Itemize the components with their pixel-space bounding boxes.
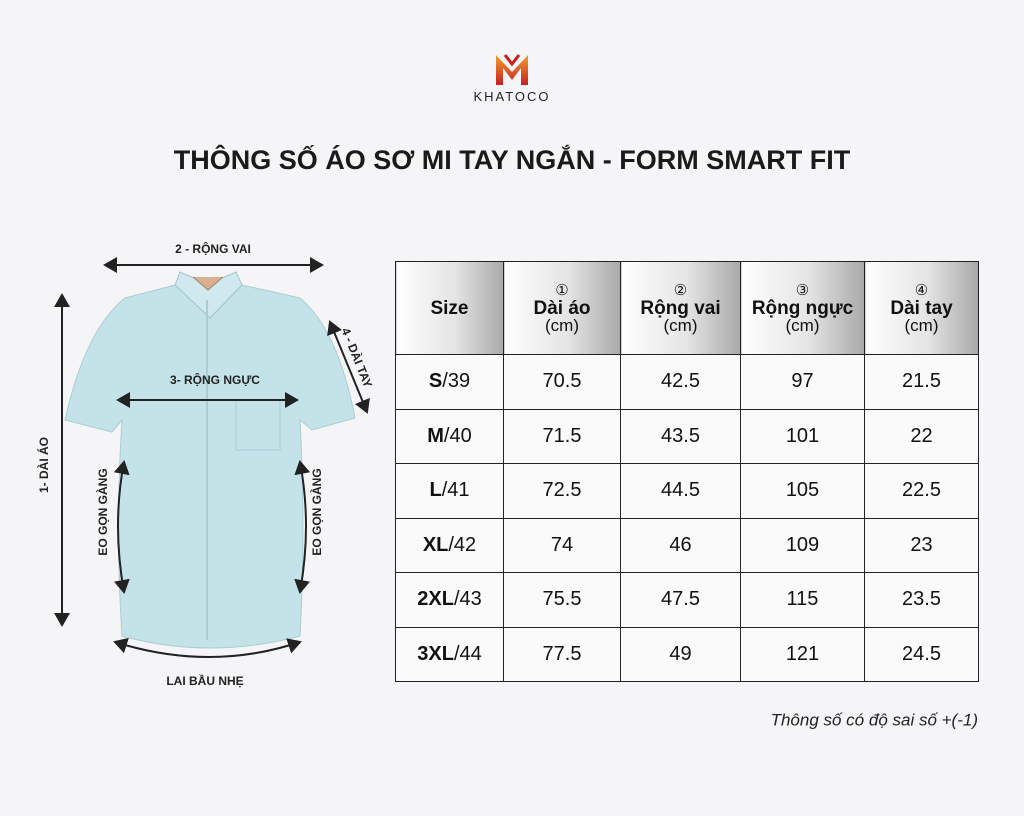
- header-cell: ④ Dài tay (cm): [864, 261, 979, 355]
- size-number: /40: [443, 424, 472, 447]
- header-unit: (cm): [545, 316, 579, 335]
- header-number: ③: [795, 282, 810, 299]
- header-row: Size ① Dài áo (cm) ② Rộng vai (cm) ③ Rộng ngực (c…: [395, 261, 979, 355]
- value-cell: 97: [740, 354, 865, 410]
- size-code: S: [428, 370, 443, 393]
- value-cell: 74: [503, 517, 621, 573]
- header-cell: ② Rộng vai (cm): [620, 261, 741, 355]
- value-cell: 115: [740, 572, 865, 628]
- value-cell: 75.5: [503, 572, 621, 628]
- header-number: ②: [673, 282, 688, 299]
- table-row: M/40 71.5 43.5 101 22: [395, 408, 979, 464]
- size-code: 3XL: [417, 642, 454, 665]
- waist-left-label: EO GỌN GÀNG: [95, 468, 110, 555]
- header-label: Size: [430, 297, 469, 319]
- size-cell: 3XL/44: [395, 626, 504, 682]
- hem-label: LAI BẦU NHẸ: [166, 673, 243, 688]
- size-table: Size ① Dài áo (cm) ② Rộng vai (cm) ③ Rộng ngực (c…: [395, 261, 979, 682]
- value-cell: 71.5: [503, 408, 621, 464]
- header-number: ①: [555, 282, 569, 299]
- width-label: 2 - RỘNG VAI: [175, 241, 251, 256]
- header-cell: ① Dài áo (cm): [503, 261, 621, 355]
- size-code: 2XL: [417, 588, 454, 611]
- value-cell: 23.5: [864, 572, 979, 628]
- size-number: /43: [453, 588, 482, 611]
- value-cell: 21.5: [864, 354, 979, 410]
- header-unit: (cm): [663, 316, 698, 335]
- length-label: 1- DÀI ÁO: [36, 437, 51, 493]
- size-number: /41: [441, 479, 470, 502]
- table-row: S/39 70.5 42.5 97 21.5: [395, 354, 979, 410]
- value-cell: 105: [740, 463, 865, 519]
- logo-mark: [496, 54, 528, 85]
- value-cell: 46: [620, 517, 741, 573]
- table-row: XL/42 74 46 109 23: [395, 517, 979, 573]
- table-row: 3XL/44 77.5 49 121 24.5: [395, 626, 979, 682]
- value-cell: 22.5: [864, 463, 979, 519]
- size-code: XL: [422, 533, 449, 556]
- table-row: L/41 72.5 44.5 105 22.5: [395, 463, 979, 519]
- value-cell: 77.5: [503, 626, 621, 682]
- note: Thông số có độ sai số +(-1): [771, 710, 978, 729]
- value-cell: 44.5: [620, 463, 741, 519]
- logo-text: KHATOCO: [473, 89, 550, 104]
- header-label: Rộng ngực: [751, 298, 854, 319]
- value-cell: 109: [740, 517, 865, 573]
- size-number: /42: [448, 533, 477, 556]
- size-cell: XL/42: [395, 517, 504, 573]
- header-label: Dài áo: [533, 298, 591, 319]
- value-cell: 49: [620, 626, 741, 682]
- size-cell: S/39: [395, 354, 504, 410]
- value-cell: 22: [864, 408, 979, 464]
- size-cell: 2XL/43: [395, 572, 504, 628]
- value-cell: 47.5: [620, 572, 741, 628]
- header-unit: (cm): [785, 316, 820, 335]
- size-number: /39: [442, 370, 471, 393]
- size-cell: M/40: [395, 408, 504, 464]
- header-label: Rộng vai: [640, 298, 721, 319]
- size-number: /44: [453, 642, 482, 665]
- value-cell: 42.5: [620, 354, 741, 410]
- value-cell: 121: [740, 626, 865, 682]
- value-cell: 24.5: [864, 626, 979, 682]
- chest-label: 3- RỘNG NGỰC: [170, 372, 260, 387]
- shirt: [64, 271, 356, 649]
- header-unit: (cm): [904, 316, 939, 335]
- value-cell: 43.5: [620, 408, 741, 464]
- value-cell: 72.5: [503, 463, 621, 519]
- table-row: 2XL/43 75.5 47.5 115 23.5: [395, 572, 979, 628]
- value-cell: 23: [864, 517, 979, 573]
- header-cell: Size: [395, 261, 504, 355]
- title: THÔNG SỐ ÁO SƠ MI TAY NGẮN - FORM SMART …: [174, 143, 851, 175]
- size-cell: L/41: [395, 463, 504, 519]
- size-code: L: [429, 479, 442, 502]
- size-code: M: [427, 424, 444, 447]
- value-cell: 70.5: [503, 354, 621, 410]
- header-cell: ③ Rộng ngực (cm): [740, 261, 865, 355]
- header-label: Dài tay: [890, 298, 953, 319]
- waist-right-label: EO GỌN GÀNG: [309, 468, 324, 555]
- value-cell: 101: [740, 408, 865, 464]
- header-number: ④: [914, 282, 929, 299]
